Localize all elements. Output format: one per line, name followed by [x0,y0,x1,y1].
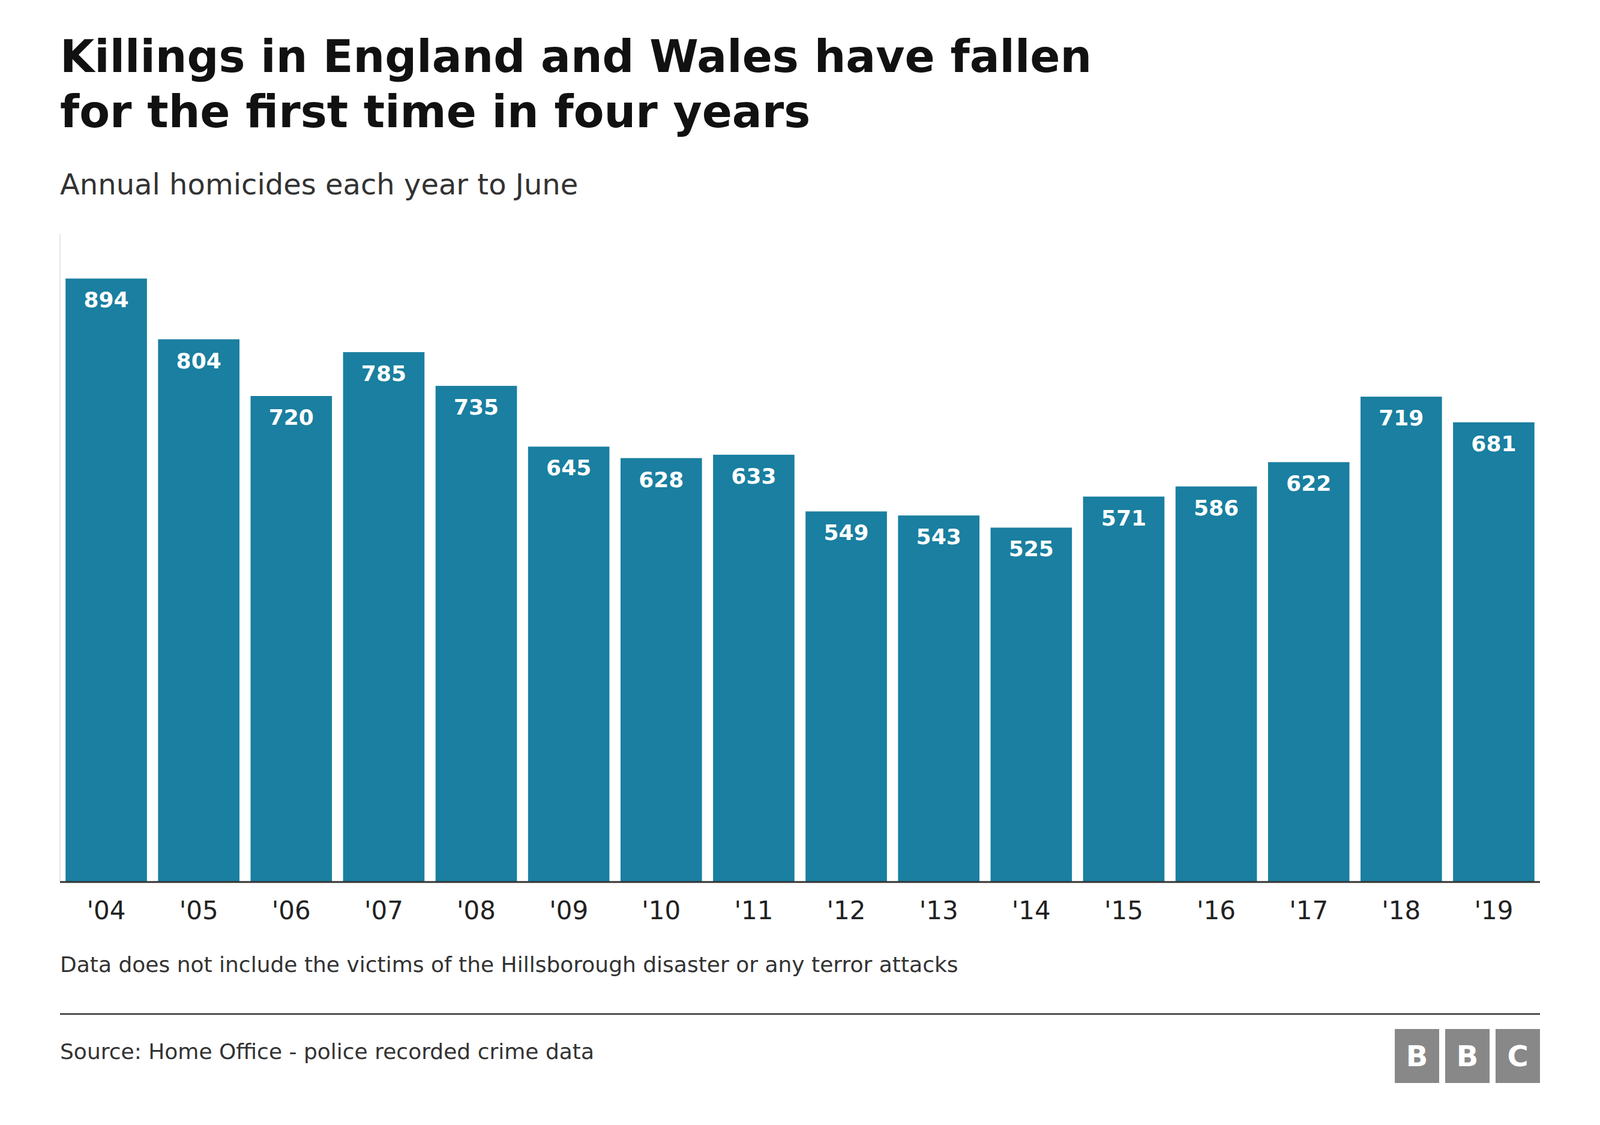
x-tick-label: '11 [733,896,773,926]
subtitle: Annual homicides each year to June [60,167,578,202]
bar [990,527,1072,883]
x-tick-labels: '04 '05 '06 '07 '08 '09 '10 '11 '12 '13 '14 '15 '16 '… [87,896,1514,926]
bar [343,352,425,883]
data-label: 543 [916,524,962,550]
x-tick-label: '19 [1473,896,1513,926]
logo-letter: B [1406,1039,1429,1074]
x-tick-label: '10 [641,896,681,926]
data-label: 628 [638,467,684,493]
background [0,0,1600,1125]
x-tick-label: '04 [87,896,127,926]
bar [1360,396,1443,883]
divider [60,1013,1540,1016]
x-tick-label: '08 [456,896,496,926]
chart-svg: Killings in England and Wales have falle… [0,0,1600,1125]
data-labels: 894 804 720 785 735 645 628 633 549 543 525 571 586 6… [83,287,1516,562]
logo-box [1445,1029,1490,1084]
data-label: 735 [453,394,499,420]
x-tick-label: '17 [1289,896,1329,926]
bar [1083,496,1165,883]
x-tick-label: '05 [179,896,219,926]
title: Killings in England and Wales have falle… [60,30,1092,83]
data-label: 586 [1193,495,1239,521]
x-tick-label: '06 [271,896,311,926]
x-tick-label: '09 [549,896,589,926]
x-tick-label: '13 [919,896,959,926]
logo-letter: B [1456,1039,1479,1074]
x-tick-label: '18 [1381,896,1421,926]
data-label: 894 [83,287,129,313]
chart-container: Killings in England and Wales have falle… [0,0,1600,1125]
data-label: 633 [730,463,776,489]
data-label: 549 [823,520,869,545]
data-label: 719 [1378,405,1424,431]
bar [712,454,795,883]
x-tick-label: '15 [1104,896,1144,926]
footnote: Data does not include the victims of the… [60,952,959,978]
bar [1452,422,1535,883]
bar [1175,486,1258,883]
bar [528,446,610,883]
bar [65,278,148,883]
data-label: 681 [1470,431,1516,457]
value-axis-line [60,234,61,883]
data-label: 571 [1101,505,1147,531]
bar [250,396,332,883]
logo-box [1495,1029,1540,1084]
data-label: 804 [176,348,222,374]
x-tick-label: '12 [827,896,867,926]
source: Source: Home Office - police recorded cr… [60,1039,595,1065]
bar [805,511,888,883]
data-label: 622 [1286,471,1332,496]
title: for the first time in four years [60,85,811,138]
bar [157,339,240,883]
bar [897,515,980,883]
x-tick-label: '16 [1196,896,1236,926]
x-tick-label: '07 [364,896,404,926]
bars [65,278,1535,883]
data-label: 785 [361,361,407,386]
data-label: 720 [268,405,314,430]
bar [620,458,703,883]
data-label: 645 [546,455,592,481]
logo-box [1394,1029,1440,1084]
baseline [60,881,1540,884]
bar [1268,462,1350,883]
data-label: 525 [1008,536,1054,562]
logo-letter: C [1506,1039,1528,1074]
x-tick-label: '14 [1011,896,1051,926]
bar [435,385,518,883]
